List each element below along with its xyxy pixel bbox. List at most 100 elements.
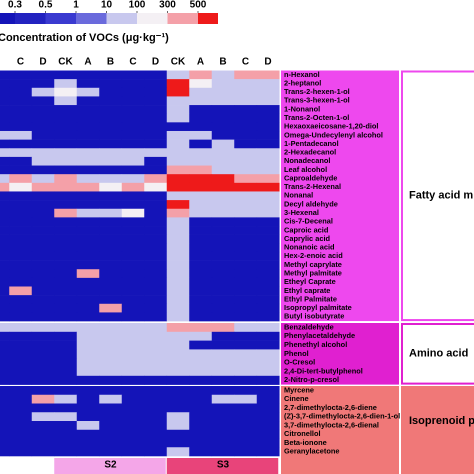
heatmap-cell	[76, 375, 100, 385]
heatmap-cell	[166, 447, 190, 457]
heatmap-cell	[31, 182, 55, 192]
heatmap-cell	[189, 269, 213, 279]
heatmap-cell	[9, 403, 33, 413]
heatmap-cell	[189, 429, 213, 439]
heatmap-cell	[166, 421, 190, 431]
heatmap-cell	[9, 200, 33, 210]
row-label: Ethyl caprate	[284, 286, 330, 295]
heatmap-cell	[121, 105, 145, 114]
heatmap-cell	[234, 174, 258, 184]
heatmap-cell	[189, 412, 213, 422]
heatmap-cell	[76, 438, 100, 448]
heatmap-cell	[144, 156, 168, 166]
heatmap-cell	[76, 174, 100, 184]
heatmap-cell	[54, 87, 78, 97]
heatmap-cell	[144, 403, 168, 413]
legend-tick-label: 0.5	[39, 0, 53, 11]
heatmap-cell	[9, 96, 33, 106]
heatmap-cell	[256, 113, 280, 123]
heatmap-cell	[99, 251, 123, 261]
heatmap-cell	[121, 386, 145, 396]
heatmap-cell	[31, 295, 55, 305]
heatmap-cell	[256, 251, 280, 261]
heatmap-cell	[0, 295, 10, 305]
heatmap-cell	[189, 226, 213, 235]
heatmap-cell	[234, 226, 258, 235]
heatmap-cell	[76, 182, 100, 192]
heatmap-cell	[99, 447, 123, 457]
heatmap-cell	[256, 412, 280, 422]
heatmap-cell	[76, 139, 100, 149]
group-box	[401, 386, 474, 474]
heatmap-cell	[121, 148, 145, 158]
heatmap-cell	[99, 156, 123, 166]
heatmap-cell	[76, 217, 100, 227]
column-group-bar	[166, 458, 279, 474]
row-label: O-Cresol	[284, 358, 315, 367]
heatmap-cell	[76, 191, 100, 201]
row-label: Trans-2-Octen-1-ol	[284, 113, 349, 122]
heatmap-cell	[54, 113, 78, 123]
heatmap-cell	[99, 182, 123, 192]
heatmap-cell	[99, 331, 123, 341]
heatmap-cell	[166, 139, 190, 149]
heatmap-cell	[9, 156, 33, 166]
row-label: 3,7-dimethylocta-2,6-dienal	[284, 420, 379, 429]
heatmap-cell	[144, 200, 168, 210]
column-label: D	[152, 57, 159, 68]
heatmap-cell	[234, 251, 258, 261]
heatmap-cell	[166, 331, 190, 341]
heatmap-cell	[234, 277, 258, 287]
heatmap-cell	[121, 130, 145, 140]
heatmap-cell	[99, 277, 123, 287]
heatmap-cell	[76, 312, 100, 322]
heatmap-cell	[234, 200, 258, 210]
heatmap-cell	[54, 367, 78, 377]
legend-swatch	[15, 13, 46, 24]
heatmap-cell	[54, 208, 78, 218]
heatmap-cell	[166, 200, 190, 210]
heatmap-cell	[0, 191, 10, 201]
heatmap-cell	[234, 323, 258, 333]
heatmap-cell	[144, 412, 168, 422]
heatmap-cell	[189, 312, 213, 322]
heatmap-cell	[0, 200, 10, 210]
heatmap-cell	[256, 174, 280, 184]
heatmap-cell	[9, 260, 33, 270]
heatmap-cell	[0, 286, 10, 296]
heatmap-cell	[211, 105, 235, 114]
heatmap-cell	[31, 165, 55, 175]
heatmap-cell	[166, 174, 190, 184]
heatmap-cell	[31, 447, 55, 457]
heatmap-cell	[211, 113, 235, 123]
legend-tick-label: 100	[129, 0, 146, 11]
heatmap-cell	[76, 421, 100, 431]
heatmap-cell	[76, 130, 100, 140]
heatmap-cell	[234, 148, 258, 158]
heatmap-cell	[9, 286, 33, 296]
heatmap-cell	[0, 217, 10, 227]
heatmap-cell	[189, 87, 213, 97]
heatmap-cell	[256, 323, 280, 333]
heatmap-cell	[211, 286, 235, 296]
heatmap-cell	[189, 130, 213, 140]
heatmap-cell	[121, 312, 145, 322]
heatmap-cell	[256, 217, 280, 227]
heatmap-cell	[54, 331, 78, 341]
heatmap-cell	[211, 349, 235, 359]
heatmap-cell	[9, 331, 33, 341]
heatmap-cell	[76, 113, 100, 123]
heatmap-cell	[189, 122, 213, 132]
heatmap-cell	[54, 105, 78, 114]
column-label: A	[197, 57, 204, 68]
heatmap-cell	[121, 191, 145, 201]
heatmap-cell	[121, 208, 145, 218]
row-label: Leaf alcohol	[284, 165, 327, 174]
heatmap-cell	[189, 403, 213, 413]
legend-tick-label: 500	[190, 0, 207, 11]
heatmap-cell	[99, 421, 123, 431]
heatmap-cell	[31, 340, 55, 350]
heatmap-cell	[256, 303, 280, 313]
heatmap-cell	[211, 139, 235, 149]
